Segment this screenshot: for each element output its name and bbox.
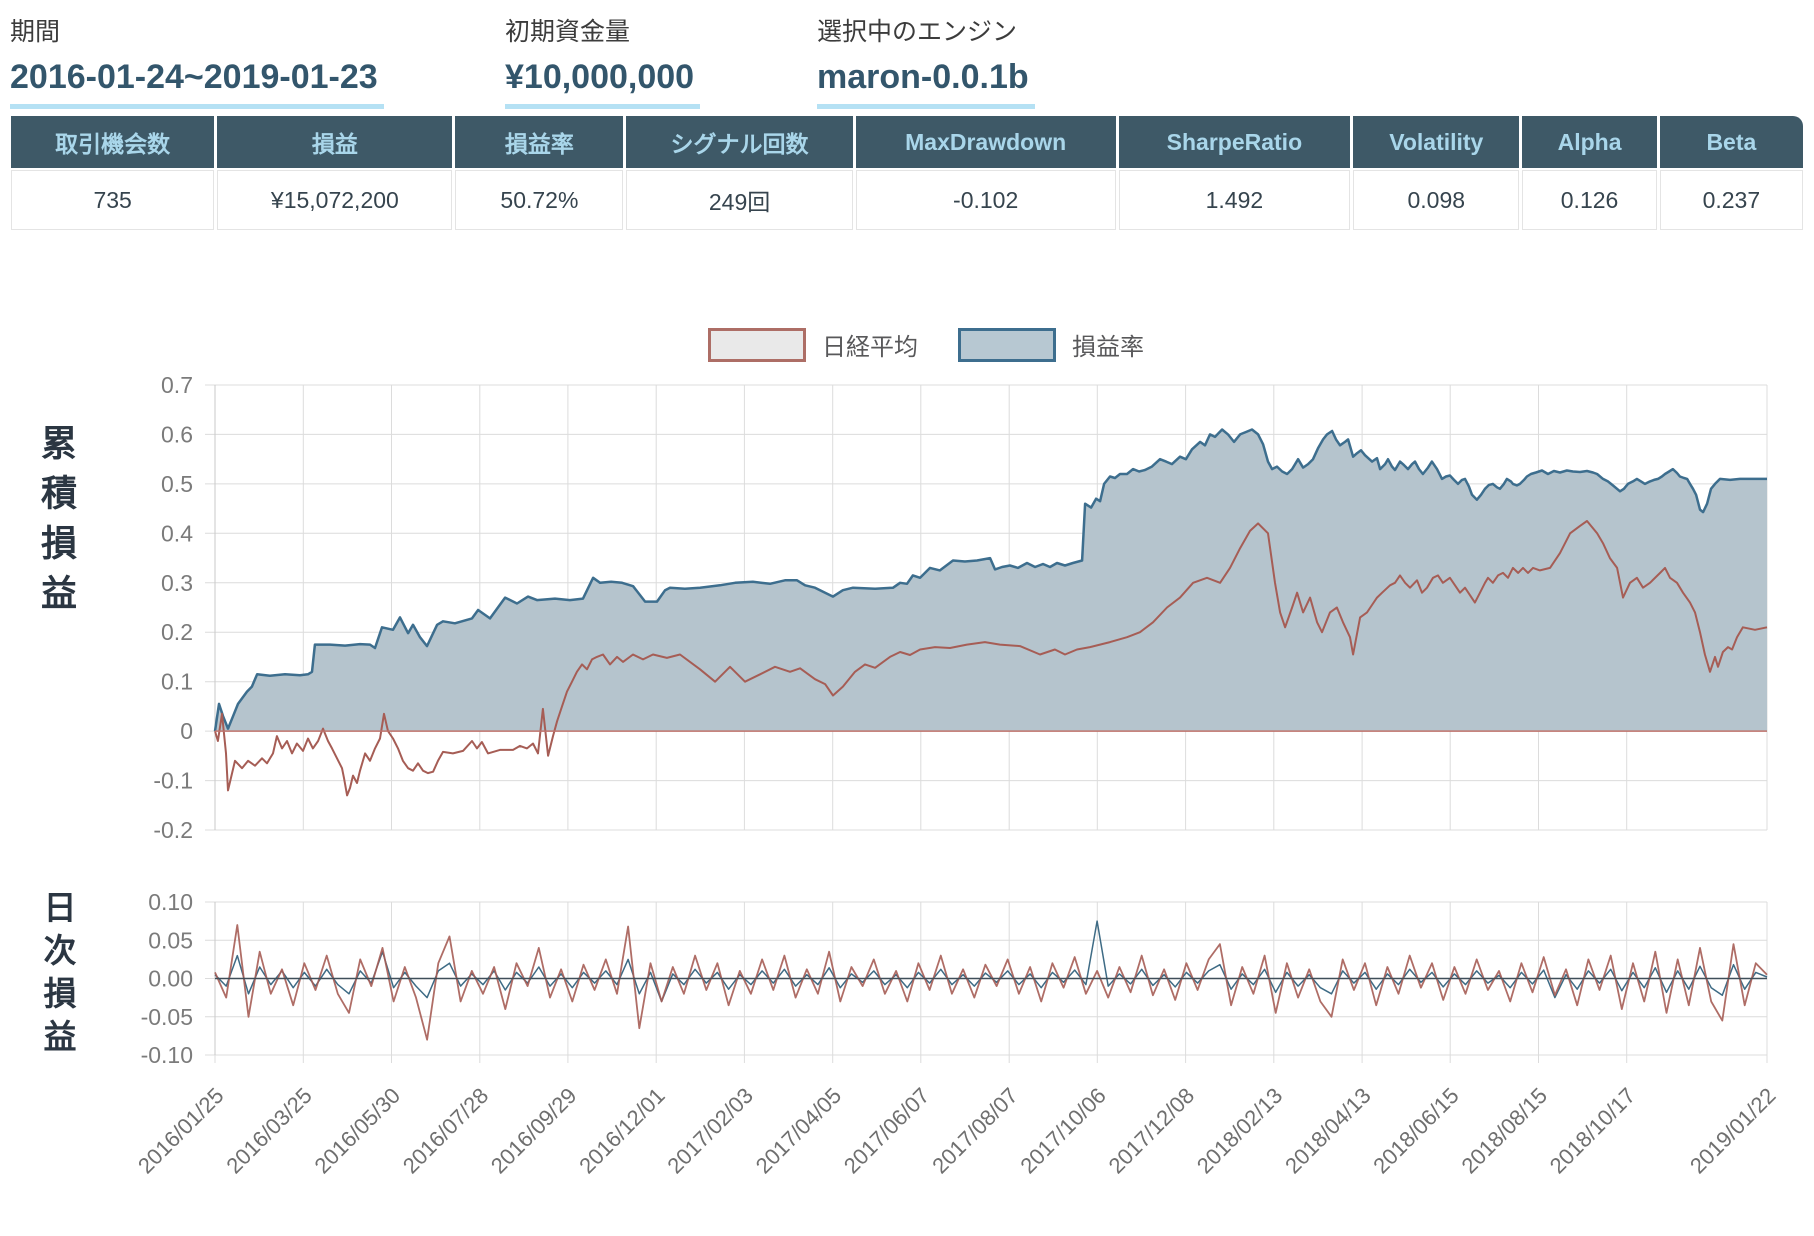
nikkei-legend-label: 日経平均 (822, 334, 918, 361)
x-tick-label: 2017/08/07 (927, 1083, 1023, 1179)
x-tick-label: 2016/09/29 (486, 1083, 582, 1179)
x-tick-label: 2016/07/28 (398, 1083, 494, 1179)
y-tick-label: 0.10 (148, 890, 193, 915)
y-tick-label: -0.1 (153, 768, 193, 794)
period-value[interactable]: 2016-01-24~2019-01-23 (10, 58, 384, 109)
initial-capital-value[interactable]: ¥10,000,000 (505, 58, 701, 109)
initial-capital-label: 初期資金量 (505, 18, 631, 46)
x-tick-label: 2019/01/22 (1685, 1083, 1781, 1179)
period-label: 期間 (10, 18, 61, 46)
pnl-rate-legend-label: 損益率 (1072, 334, 1144, 361)
period-group: 期間 2016-01-24~2019-01-23 (10, 12, 384, 109)
y-tick-label: 0.00 (148, 966, 193, 992)
y-tick-label: -0.05 (141, 1004, 193, 1030)
pnl-rate-area (213, 428, 1767, 732)
x-tick-label: 2018/02/13 (1192, 1083, 1288, 1179)
y-tick-label: 0.4 (161, 520, 193, 546)
y-tick-label: 0.1 (161, 669, 193, 695)
cell-trade-count: 735 (11, 170, 215, 230)
x-tick-label: 2018/08/15 (1456, 1083, 1552, 1179)
cell-sharpe-ratio: 1.492 (1118, 170, 1351, 230)
col-header-sharpe-ratio: SharpeRatio (1118, 116, 1351, 168)
y-tick-label: 0.05 (148, 927, 193, 953)
y-tick-label: 0.3 (161, 570, 193, 596)
chart-legend: 日経平均 損益率 (0, 327, 1814, 362)
engine-value[interactable]: maron-0.0.1b (817, 58, 1035, 109)
x-tick-label: 2017/12/08 (1104, 1083, 1200, 1179)
engine-label: 選択中のエンジン (817, 18, 1018, 46)
y-tick-label: -0.2 (153, 817, 193, 843)
x-tick-label: 2016/12/01 (574, 1083, 670, 1179)
daily-axis-label: 日次損益 (39, 890, 76, 1062)
stats-table: 取引機会数 損益 損益率 シグナル回数 MaxDrawdown SharpeRa… (8, 114, 1806, 232)
x-tick-label: 2017/04/05 (751, 1083, 847, 1179)
daily-chart-svg: 0.10 0.05 0.00 -0.05 -0.10 2016/01/252016/03/… (133, 890, 1781, 1179)
col-header-alpha: Alpha (1522, 116, 1657, 168)
y-tick-label: 0.6 (161, 421, 193, 447)
nikkei-daily-line (214, 924, 1768, 1041)
cell-profit: ¥15,072,200 (217, 170, 453, 230)
col-header-profit: 損益 (217, 116, 453, 168)
engine-group: 選択中のエンジン maron-0.0.1b (817, 12, 1035, 109)
stats-value-row: 735 ¥15,072,200 50.72% 249回 -0.102 1.492… (11, 170, 1803, 230)
col-header-volatility: Volatility (1353, 116, 1520, 168)
legend-item-pnl-rate[interactable]: 損益率 (958, 327, 1144, 362)
y-tick-label: 0.7 (161, 372, 193, 398)
col-header-profit-rate: 損益率 (455, 116, 624, 168)
cumulative-chart-svg: 0.7 0.6 0.5 0.4 0.3 0.2 0.1 0 -0.1 -0.2 (153, 372, 1768, 843)
x-tick-label: 2018/10/17 (1545, 1083, 1641, 1179)
cumulative-axis-label: 累積損益 (36, 424, 77, 624)
y-tick-label: -0.10 (141, 1042, 193, 1068)
cell-signal-count: 249回 (626, 170, 853, 230)
y-tick-label: 0.5 (161, 471, 193, 497)
x-tick-label: 2018/06/15 (1368, 1083, 1464, 1179)
initial-capital-group: 初期資金量 ¥10,000,000 (505, 12, 701, 109)
x-tick-label: 2017/10/06 (1015, 1083, 1111, 1179)
nikkei-line (214, 520, 1768, 797)
x-tick-label: 2016/01/25 (133, 1083, 229, 1179)
y-tick-label: 0 (180, 718, 193, 744)
y-tick-label: 0.2 (161, 619, 193, 645)
col-header-max-drawdown: MaxDrawdown (855, 116, 1116, 168)
cell-beta: 0.237 (1659, 170, 1803, 230)
cell-alpha: 0.126 (1522, 170, 1657, 230)
cell-profit-rate: 50.72% (455, 170, 624, 230)
cell-max-drawdown: -0.102 (855, 170, 1116, 230)
x-tick-label: 2017/06/07 (839, 1083, 935, 1179)
col-header-signal-count: シグナル回数 (626, 116, 853, 168)
col-header-beta: Beta (1659, 116, 1803, 168)
x-tick-label: 2016/05/30 (309, 1083, 405, 1179)
x-tick-label: 2017/02/03 (662, 1083, 758, 1179)
col-header-trade-count: 取引機会数 (11, 116, 215, 168)
nikkei-legend-swatch (708, 327, 806, 362)
legend-item-nikkei[interactable]: 日経平均 (708, 327, 918, 362)
pnl-rate-legend-swatch (958, 327, 1056, 362)
stats-header-row: 取引機会数 損益 損益率 シグナル回数 MaxDrawdown SharpeRa… (11, 116, 1803, 168)
x-tick-label: 2018/04/13 (1280, 1083, 1376, 1179)
x-tick-label: 2016/03/25 (221, 1083, 317, 1179)
pnl-rate-area-fill (215, 429, 1767, 732)
cell-volatility: 0.098 (1353, 170, 1520, 230)
